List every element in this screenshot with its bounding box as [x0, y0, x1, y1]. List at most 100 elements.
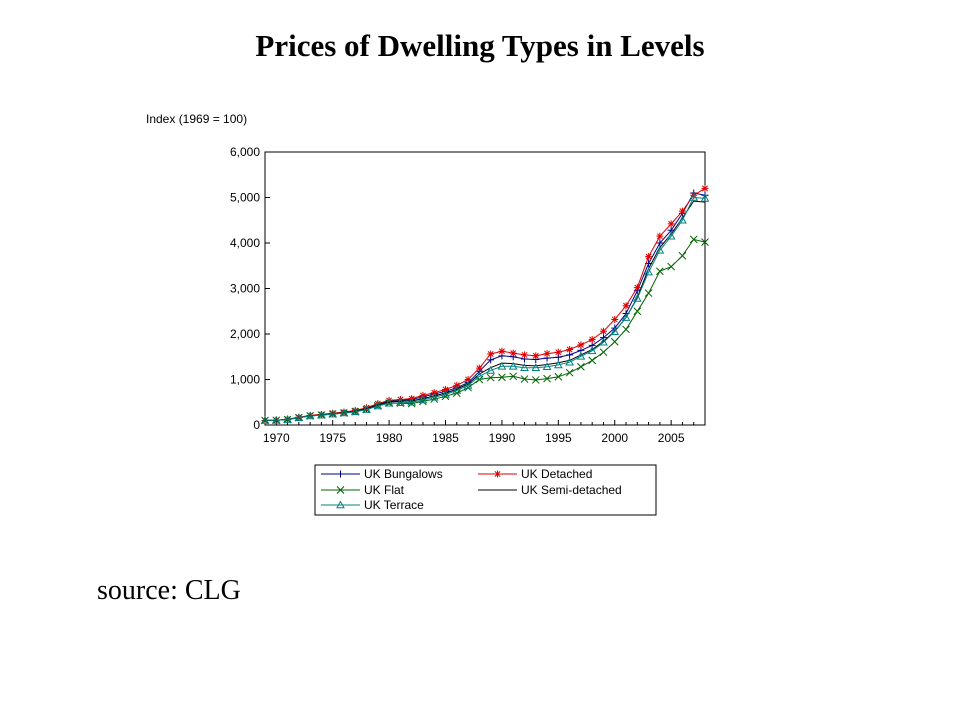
data-point-plus [487, 356, 495, 364]
data-point-triangle [339, 408, 349, 417]
series-uk-terrace [260, 192, 710, 424]
data-point-star [622, 302, 630, 310]
data-point-star [532, 352, 540, 360]
series-uk-semi-detached [264, 200, 706, 421]
legend-entry: UK Semi-detached [478, 483, 622, 497]
plot-frame [264, 151, 706, 426]
data-point-star [577, 341, 585, 349]
data-point-x [678, 251, 687, 260]
data-point-triangle [655, 245, 665, 254]
y-tick-label: 6,000 [230, 145, 260, 159]
data-point-star [633, 284, 641, 292]
data-point-star [667, 220, 675, 228]
data-point-triangle [632, 293, 642, 302]
data-point-x [610, 337, 619, 346]
data-point-triangle [486, 365, 495, 374]
data-point-star [464, 376, 472, 383]
data-point-triangle [317, 410, 326, 419]
data-point-triangle [260, 415, 270, 424]
series-line [264, 196, 706, 421]
legend: UK Bungalows UK Detached UK Flat UK Semi-de… [314, 464, 657, 516]
data-point-x [336, 486, 345, 494]
data-point-triangle [336, 500, 345, 509]
data-point-triangle [610, 327, 620, 336]
data-point-triangle [396, 398, 405, 407]
data-point-star [520, 351, 528, 359]
x-tick-label: 1975 [319, 431, 346, 445]
data-point-star [442, 386, 450, 394]
y-tick-label: 3,000 [230, 282, 260, 296]
data-point-star [599, 327, 607, 335]
slide-title: Prices of Dwelling Types in Levels [255, 28, 705, 63]
data-point-x [577, 362, 585, 371]
data-point-star [494, 470, 501, 478]
data-point-x [622, 325, 630, 334]
data-point-triangle [328, 409, 338, 418]
data-point-triangle [700, 193, 710, 202]
data-point-x [554, 372, 563, 381]
data-point-x [509, 372, 518, 381]
series-line [264, 200, 706, 421]
data-point-star [588, 335, 596, 343]
data-point-star [701, 184, 709, 192]
data-point-star [363, 404, 371, 412]
data-point-star [611, 315, 619, 323]
data-point-x [701, 238, 709, 246]
data-point-star [543, 350, 551, 358]
data-point-star [678, 207, 686, 215]
data-point-triangle [666, 231, 676, 240]
data-point-x [599, 348, 608, 357]
data-point-triangle [283, 415, 292, 423]
axes: 0 1,000 2,000 3,000 4,000 5,000 6,000 1970 1975 1… [230, 145, 695, 445]
data-point-triangle [271, 415, 281, 424]
series-uk-flat [261, 235, 709, 425]
data-point-star [475, 364, 483, 372]
data-point-triangle [644, 267, 653, 276]
series-uk-bungalows [261, 189, 709, 424]
data-point-star [554, 348, 562, 356]
data-point-triangle [553, 360, 563, 369]
data-point-triangle [531, 363, 541, 371]
data-point-triangle [463, 380, 473, 389]
data-point-x [656, 267, 664, 276]
data-point-triangle [678, 215, 687, 224]
x-tick-label: 2005 [658, 431, 685, 445]
data-point-triangle [305, 411, 315, 420]
data-point-x [486, 373, 495, 382]
data-point-star [656, 232, 664, 240]
data-point-star [374, 400, 382, 408]
y-tick-label: 2,000 [230, 327, 260, 341]
data-point-star [487, 350, 495, 358]
data-point-x [633, 307, 642, 316]
data-point-triangle [441, 389, 450, 398]
data-point-x [667, 262, 676, 271]
data-point-star [566, 345, 574, 353]
data-point-x [498, 373, 506, 382]
y-tick-label: 0 [253, 418, 260, 432]
series-line [264, 192, 706, 421]
data-point-triangle [452, 385, 462, 394]
data-point-triangle [587, 346, 597, 355]
series-uk-detached [261, 184, 709, 424]
data-point-x [565, 368, 574, 377]
legend-label: UK Flat [364, 483, 405, 497]
y-axis-label: Index (1969 = 100) [146, 112, 247, 126]
data-point-triangle [362, 405, 371, 413]
data-point-triangle [429, 392, 439, 401]
data-point-star [453, 381, 461, 389]
y-tick-label: 4,000 [230, 236, 260, 250]
data-point-x [520, 375, 529, 383]
data-point-triangle [689, 192, 699, 201]
data-point-star [645, 253, 653, 261]
x-tick-label: 1995 [545, 431, 572, 445]
data-point-x [644, 289, 653, 297]
x-tick-label: 1990 [489, 431, 516, 445]
data-point-x [531, 376, 540, 384]
series-line [264, 238, 706, 421]
data-point-star [509, 349, 517, 357]
data-point-triangle [576, 351, 586, 360]
legend-label: UK Terrace [364, 498, 424, 512]
data-point-star [419, 391, 427, 399]
data-point-triangle [542, 362, 552, 371]
